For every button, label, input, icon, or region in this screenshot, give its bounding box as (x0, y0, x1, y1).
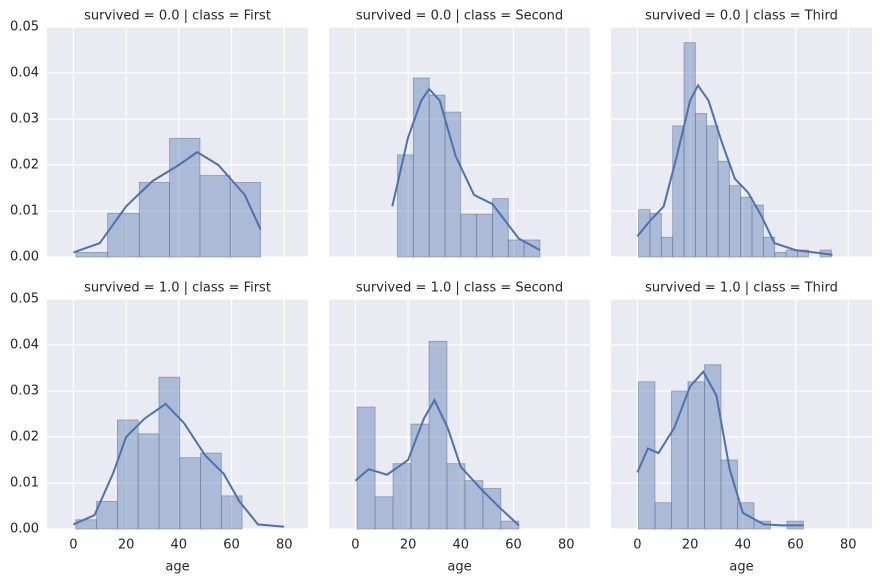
kde-line (636, 369, 804, 527)
hist-bar (444, 111, 462, 258)
y-tick-label: 0.02 (10, 158, 39, 173)
x-tick-label: 40 (171, 538, 188, 553)
hist-bar (728, 185, 742, 258)
x-tick-label: 0 (633, 538, 641, 553)
plot-background (47, 27, 308, 257)
hist-bar (704, 364, 722, 530)
y-tick-label: 0.01 (10, 204, 39, 219)
hist-bar (107, 212, 140, 258)
hist-bar (392, 463, 412, 530)
hist-bar (169, 137, 201, 258)
hist-bar (199, 175, 231, 258)
y-tick-label: 0.01 (10, 476, 39, 491)
hist-bar (683, 42, 696, 258)
x-tick-label: 40 (453, 538, 470, 553)
x-tick-label: 60 (787, 538, 804, 553)
y-tick-label: 0.00 (10, 250, 39, 265)
hist-bar (220, 495, 243, 530)
hist-bar (706, 125, 719, 258)
kde-line (636, 83, 833, 256)
x-tick-label: 80 (558, 538, 575, 553)
panel-title: survived = 1.0 | class = First (84, 281, 271, 296)
hist-bar (740, 196, 753, 258)
y-tick-label: 0.02 (10, 430, 39, 445)
hist-bar (638, 381, 656, 530)
y-tick-label: 0.00 (10, 522, 39, 537)
hist-bar (785, 249, 798, 258)
kde-line (354, 398, 520, 527)
plot-background (611, 27, 872, 257)
hist-bar (507, 239, 525, 258)
hist-bar (751, 204, 764, 258)
hist-bar (446, 463, 466, 530)
y-tick-label: 0.04 (10, 338, 39, 353)
x-axis-label: age (165, 560, 189, 575)
hist-bar (179, 457, 201, 530)
y-tick-label: 0.04 (10, 66, 39, 81)
hist-bar (774, 251, 787, 258)
hist-bar (412, 77, 430, 258)
x-tick-label: 20 (400, 538, 417, 553)
hist-bar (694, 113, 708, 258)
x-tick-label: 80 (840, 538, 857, 553)
panel-title: survived = 1.0 | class = Second (356, 281, 563, 296)
hist-bar (428, 340, 448, 530)
hist-bar (717, 160, 730, 258)
plot-background (329, 299, 590, 529)
y-tick-label: 0.03 (10, 384, 39, 399)
plot-background (47, 299, 308, 529)
hist-bar (410, 423, 430, 530)
x-tick-label: 60 (223, 538, 240, 553)
y-tick-label: 0.05 (10, 20, 39, 35)
hist-bar (75, 251, 109, 258)
x-axis-label: age (729, 560, 753, 575)
plot-background (611, 299, 872, 529)
hist-bar (374, 496, 394, 530)
hist-bar (460, 213, 478, 258)
kde-line (73, 150, 262, 254)
hist-bar (428, 94, 446, 258)
x-tick-label: 0 (69, 538, 77, 553)
hist-bar (649, 212, 662, 258)
y-tick-label: 0.03 (10, 112, 39, 127)
panel-title: survived = 0.0 | class = Second (356, 9, 563, 24)
x-tick-label: 40 (735, 538, 752, 553)
hist-bar (654, 502, 672, 530)
hist-bar (138, 182, 170, 258)
x-tick-label: 20 (118, 538, 135, 553)
kde-line (72, 402, 285, 528)
x-tick-label: 20 (682, 538, 699, 553)
y-tick-label: 0.05 (10, 292, 39, 307)
hist-bar (660, 236, 674, 258)
hist-bar (356, 406, 376, 530)
kde-line (391, 87, 541, 251)
hist-bar (687, 381, 705, 530)
panel-title: survived = 0.0 | class = First (84, 9, 271, 24)
hist-bar (476, 213, 493, 258)
plot-background (329, 27, 590, 257)
panel-title: survived = 0.0 | class = Third (645, 9, 838, 24)
hist-bar (137, 433, 160, 530)
x-axis-label: age (447, 560, 471, 575)
x-tick-label: 80 (276, 538, 293, 553)
x-tick-label: 0 (351, 538, 359, 553)
hist-bar (158, 376, 181, 530)
hist-bar (200, 452, 222, 530)
x-tick-label: 60 (505, 538, 522, 553)
hist-bar (762, 236, 776, 258)
panel-title: survived = 1.0 | class = Third (645, 281, 838, 296)
hist-bar (492, 198, 509, 258)
